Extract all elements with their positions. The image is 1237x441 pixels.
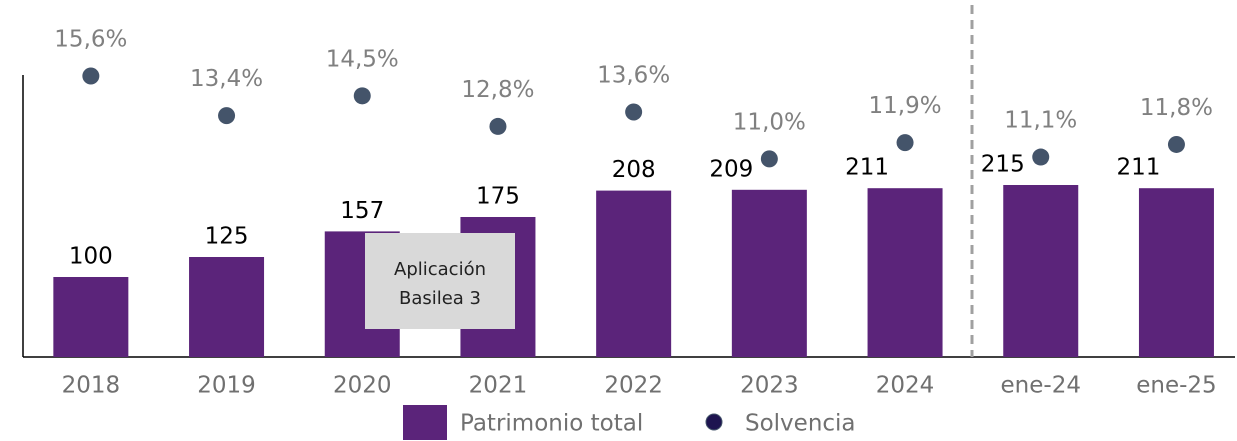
x-tick-label: 2019	[197, 373, 256, 399]
bar	[53, 277, 129, 357]
dot-label: 11,1%	[1004, 108, 1077, 134]
dot	[896, 134, 914, 152]
annotation: Basilea 3	[399, 288, 481, 309]
dot-label: 13,6%	[597, 63, 670, 89]
bar-label: 100	[69, 244, 113, 270]
bar	[596, 190, 672, 357]
dot	[1167, 135, 1185, 153]
dot-label: 11,9%	[869, 93, 942, 119]
x-tick-label: ene-24	[1001, 373, 1081, 399]
bar	[1138, 188, 1214, 357]
dot-label: 11,0%	[733, 109, 806, 135]
x-tick-label: 2018	[62, 373, 121, 399]
bar-label: 157	[340, 198, 384, 224]
dot	[218, 107, 236, 125]
legend-label: Solvencia	[745, 411, 856, 437]
dot	[625, 103, 643, 121]
x-tick-label: 2020	[333, 373, 392, 399]
legend-swatch	[403, 405, 447, 440]
annotation: Aplicación	[394, 259, 486, 280]
dot	[760, 150, 778, 168]
bar	[731, 189, 807, 357]
x-tick-label: 2021	[469, 373, 528, 399]
dot-label: 15,6%	[54, 27, 127, 53]
dot	[489, 117, 507, 135]
dot	[1032, 148, 1050, 166]
bar	[867, 188, 943, 357]
legend-label: Patrimonio total	[460, 411, 643, 437]
bar-label: 209	[709, 156, 753, 182]
bar-label: 215	[981, 152, 1025, 178]
bar-label: 211	[845, 155, 889, 181]
x-tick-label: 2024	[876, 373, 935, 399]
dot-label: 11,8%	[1140, 95, 1213, 121]
bar	[189, 257, 265, 357]
dot	[82, 67, 100, 85]
x-tick-label: ene-25	[1136, 373, 1216, 399]
annotation-box	[365, 233, 515, 329]
dot-label: 13,4%	[190, 66, 263, 92]
x-tick-label: 2022	[604, 373, 663, 399]
dot	[353, 87, 371, 105]
bar-label: 125	[205, 224, 249, 250]
bar	[1003, 185, 1079, 357]
x-tick-label: 2023	[740, 373, 799, 399]
bar-label: 211	[1116, 155, 1160, 181]
dot-label: 14,5%	[326, 46, 399, 72]
legend-swatch	[705, 413, 723, 431]
dot-label: 12,8%	[461, 77, 534, 103]
bar-label: 208	[612, 157, 656, 183]
bar-label: 175	[476, 184, 520, 210]
